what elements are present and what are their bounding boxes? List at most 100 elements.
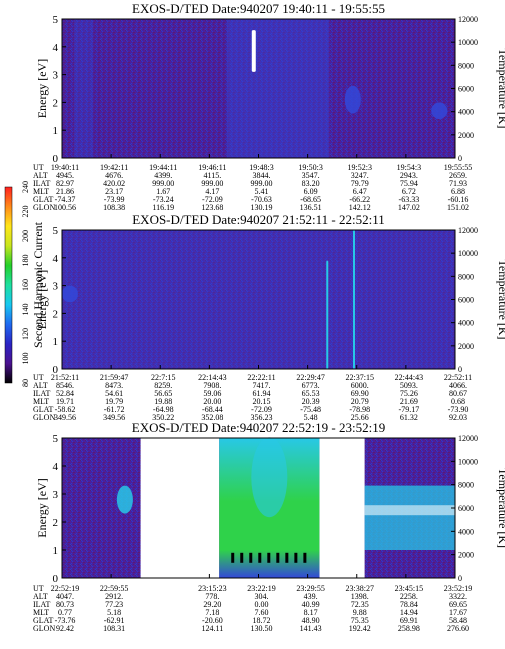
table-cell: 999.00 [152,179,174,188]
table-cell: 22:29:47 [296,373,324,382]
y2-tick-label: 4000 [458,108,474,117]
table-cell: -64.98 [153,405,174,414]
table-cell: 19:42:11 [100,163,128,172]
table-cell: 130.19 [251,203,273,212]
colorbar-scale [4,186,13,384]
y-tick-label: 4 [53,253,59,265]
feature-dots [258,552,262,563]
table-cell: 6.09 [304,187,318,196]
table-cell: 108.31 [103,624,125,633]
table-cell: 4115. [204,171,222,180]
colorbar-tick-label: 80 [21,379,30,387]
table-cell: 75.35 [351,616,369,625]
table-row-label: UT [33,584,44,593]
y-tick-label: 1 [53,125,59,137]
table-cell: 23:52:19 [444,584,472,593]
table-cell: 141.43 [300,624,322,633]
y-tick-label: 4 [53,42,59,54]
table-cell: 4.17 [205,187,219,196]
y-tick-label: 2 [53,517,59,529]
table-cell: 56.65 [154,389,172,398]
table-cell: 21.69 [400,397,418,406]
table-cell: 80.73 [56,600,74,609]
table-cell: 136.51 [300,203,322,212]
table-cell: 19:44:11 [149,163,177,172]
y2-axis-label: Temperature [K] [496,48,505,128]
table-cell: 22:59:55 [100,584,128,593]
y2-tick-label: 12000 [458,434,478,443]
table-cell: 19:55:55 [444,163,472,172]
feature-dots [240,552,244,563]
colorbar: 80 100 120 140 160 180 200 220 240 Second Harmon… [4,181,45,387]
table-cell: -68.65 [300,195,321,204]
table-cell: 304. [255,592,269,601]
y-axis-label: Energy [eV] [35,59,49,118]
table-row-label: UT [33,163,44,172]
table-cell: 5.41 [255,187,269,196]
table-cell: -62.91 [104,616,125,625]
table-cell: 23:15:23 [198,584,226,593]
table-cell: 130.50 [251,624,273,633]
feature-core [251,437,288,518]
table-cell: 7.60 [255,608,269,617]
table-row-label: GLAT [33,616,54,625]
panel-1: EXOS-D/TED Date:940207 19:40:11 - 19:55:… [33,1,505,212]
y-axis-label: Energy [eV] [35,478,49,537]
table-cell: 420.02 [103,179,125,188]
table-cell: 151.02 [447,203,469,212]
table-cell: 92.42 [56,624,74,633]
y-tick-label: 5 [53,14,59,26]
colorbar-tick-label: 240 [21,181,30,193]
feature-blob [116,485,133,514]
table-cell: 6.47 [353,187,367,196]
table-cell: 999.00 [251,179,273,188]
table-cell: 349.56 [54,413,76,422]
table-cell: 69.90 [351,389,369,398]
y2-tick-label: 2000 [458,342,474,351]
table-cell: 52.84 [56,389,74,398]
heatmap-field [62,230,455,369]
table-cell: 82.97 [56,179,74,188]
table-cell: 77.23 [105,600,123,609]
data-gap [140,437,220,579]
y-tick-label: 3 [53,489,59,501]
heatmap-band [73,19,94,158]
table-cell: 19:52:3 [348,163,372,172]
table-cell: 69.65 [449,600,467,609]
panel-2: EXOS-D/TED Date:940207 21:52:11 - 22:52:… [33,212,505,422]
table-cell: 29.20 [203,600,221,609]
table-cell: 71.93 [449,179,467,188]
table-row-label: GLON [33,413,55,422]
table-cell: 8546. [56,381,74,390]
heatmap-band [227,19,330,158]
table-cell: 258.98 [398,624,420,633]
table-cell: 22:52:19 [51,584,79,593]
table-cell: 123.68 [201,203,223,212]
table-cell: 23:29:55 [296,584,324,593]
feature-region [364,485,455,550]
table-cell: -73.24 [153,195,174,204]
feature-dots [303,552,307,563]
y-tick-label: 0 [53,153,59,165]
table-cell: -75.48 [300,405,321,414]
table-cell: 23:22:19 [247,584,275,593]
table-cell: 5093. [400,381,418,390]
feature-dots [231,552,235,563]
table-cell: 0.00 [255,600,269,609]
y2-tick-label: 8000 [458,272,474,281]
colorbar-tick-label: 180 [21,255,30,267]
y2-tick-label: 12000 [458,15,478,24]
table-cell: 19:54:3 [397,163,421,172]
table-cell: -68.44 [202,405,223,414]
table-cell: 69.91 [400,616,418,625]
table-cell: 1398. [351,592,369,601]
table-cell: 5.48 [304,413,318,422]
y-tick-label: 5 [53,433,59,445]
table-cell: 8259. [154,381,172,390]
table-cell: 8473. [105,381,123,390]
y2-tick-label: 2000 [458,551,474,560]
y2-axis-label: Temperature [K] [496,468,505,548]
table-row-label: ILAT [33,179,50,188]
table-cell: 349.56 [103,413,125,422]
table-cell: 9.88 [353,608,367,617]
